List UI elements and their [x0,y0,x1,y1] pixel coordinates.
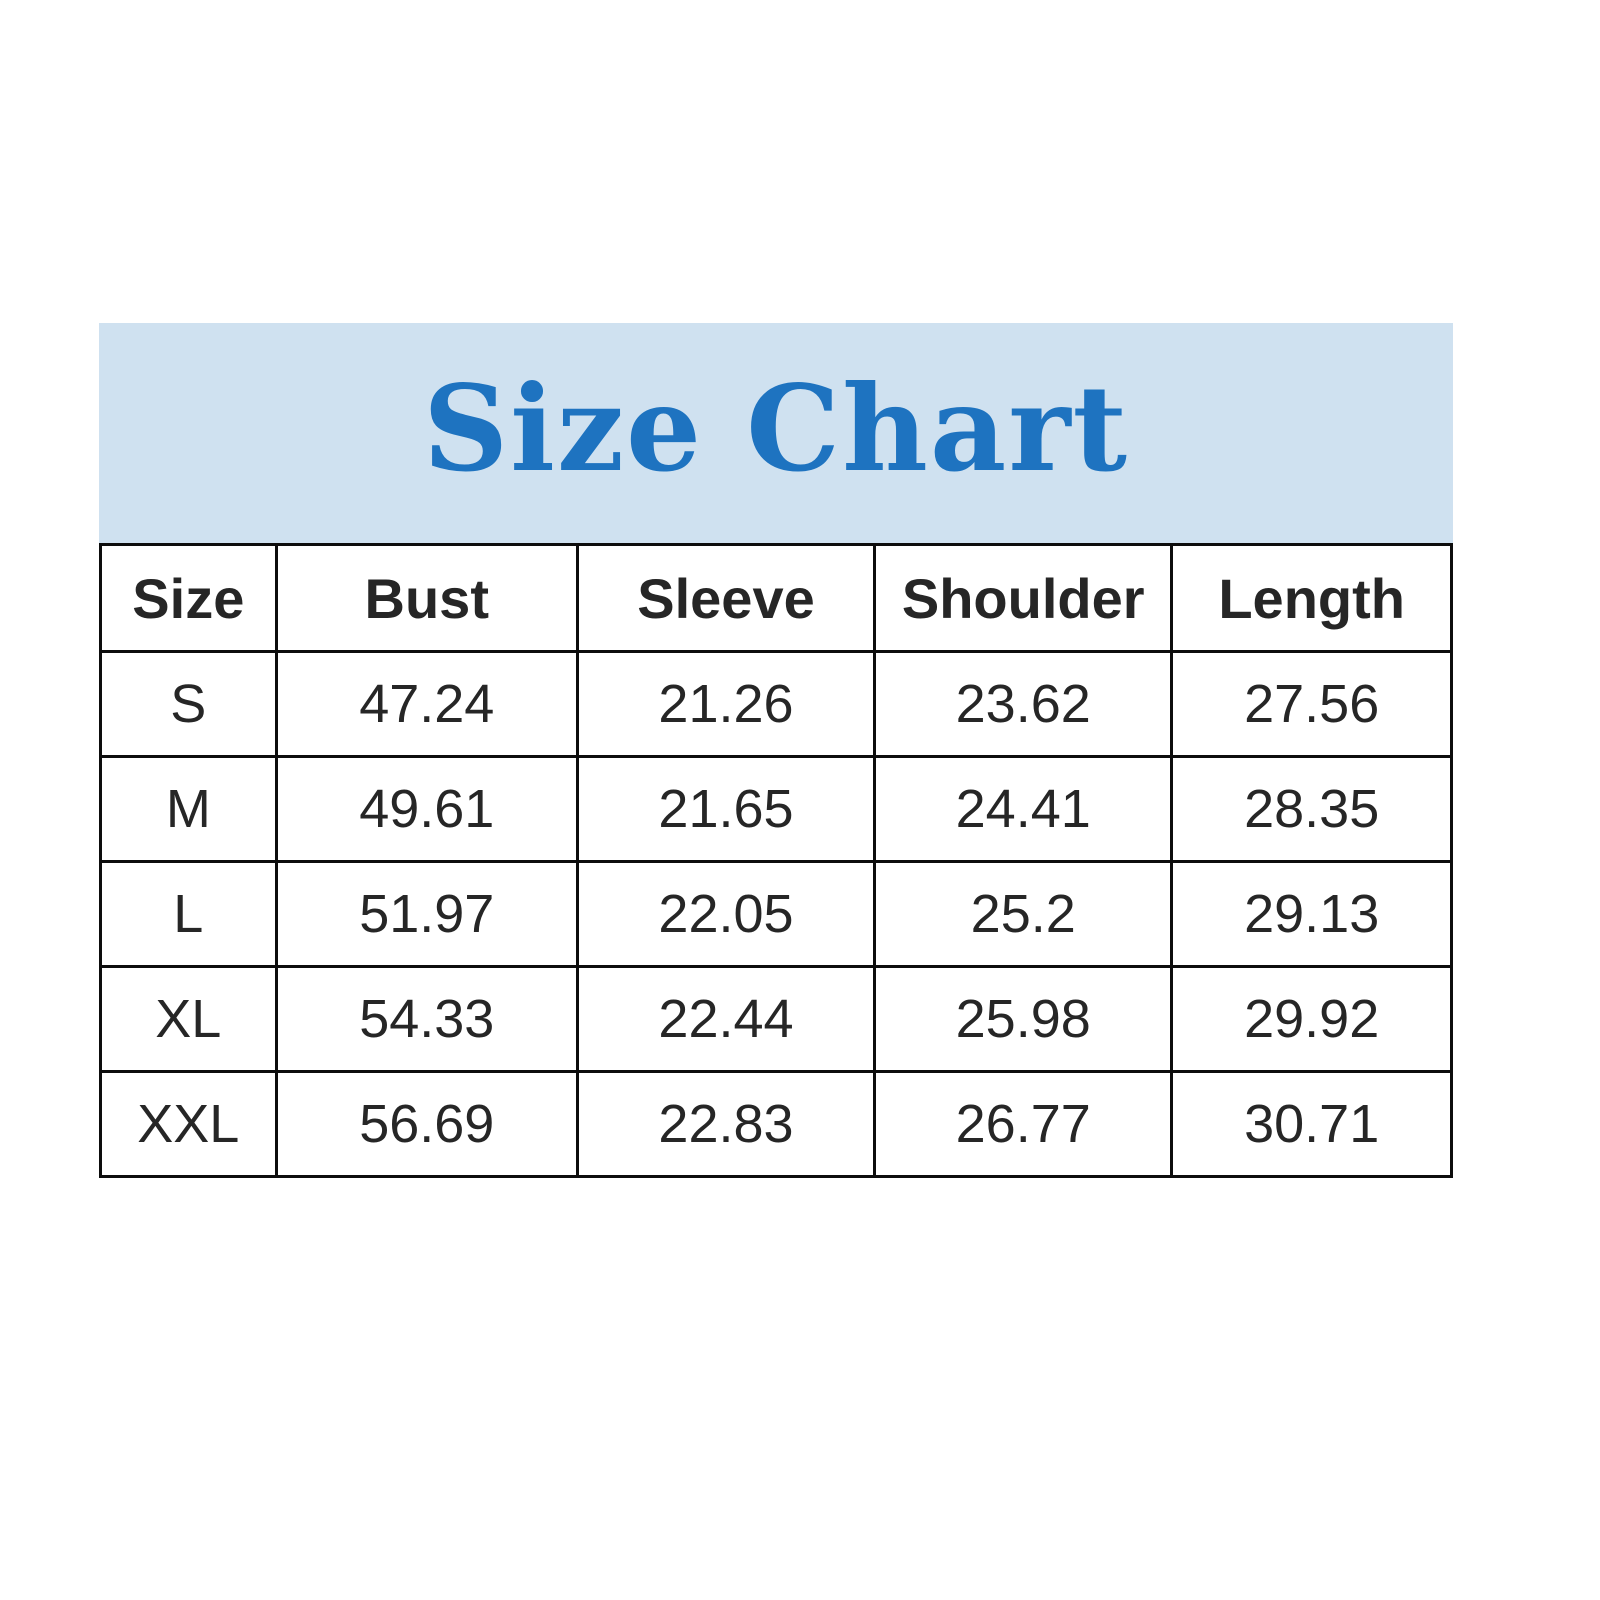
cell-sleeve: 22.05 [575,860,877,968]
cell-size: L [99,860,278,968]
cell-sleeve: 22.83 [575,1070,877,1178]
cell-shoulder: 25.2 [873,860,1174,968]
cell-length: 29.13 [1170,860,1453,968]
cell-length: 28.35 [1170,755,1453,863]
cell-shoulder: 26.77 [873,1070,1174,1178]
size-chart-title: Size Chart [422,359,1130,498]
cell-bust: 47.24 [274,650,579,758]
cell-bust: 49.61 [274,755,579,863]
cell-shoulder: 24.41 [873,755,1174,863]
table-row: L 51.97 22.05 25.2 29.13 [99,860,1453,968]
cell-size: XL [99,965,278,1073]
table-row: M 49.61 21.65 24.41 28.35 [99,755,1453,863]
cell-length: 27.56 [1170,650,1453,758]
cell-size: M [99,755,278,863]
table-row: S 47.24 21.26 23.62 27.56 [99,650,1453,758]
cell-size: S [99,650,278,758]
cell-bust: 56.69 [274,1070,579,1178]
cell-shoulder: 25.98 [873,965,1174,1073]
size-chart-sheet: Size Chart Size Bust Sleeve Shoulder Len… [99,323,1453,1178]
cell-length: 29.92 [1170,965,1453,1073]
cell-bust: 51.97 [274,860,579,968]
header-shoulder: Shoulder [873,543,1174,653]
size-table: Size Bust Sleeve Shoulder Length S 47.24… [99,543,1453,1178]
cell-sleeve: 22.44 [575,965,877,1073]
table-row: XL 54.33 22.44 25.98 29.92 [99,965,1453,1073]
header-bust: Bust [274,543,579,653]
cell-bust: 54.33 [274,965,579,1073]
header-size: Size [99,543,278,653]
cell-sleeve: 21.26 [575,650,877,758]
cell-size: XXL [99,1070,278,1178]
cell-shoulder: 23.62 [873,650,1174,758]
cell-sleeve: 21.65 [575,755,877,863]
table-row: XXL 56.69 22.83 26.77 30.71 [99,1070,1453,1178]
size-chart-banner: Size Chart [99,323,1453,543]
cell-length: 30.71 [1170,1070,1453,1178]
header-sleeve: Sleeve [575,543,877,653]
header-length: Length [1170,543,1453,653]
size-table-header-row: Size Bust Sleeve Shoulder Length [99,543,1453,653]
